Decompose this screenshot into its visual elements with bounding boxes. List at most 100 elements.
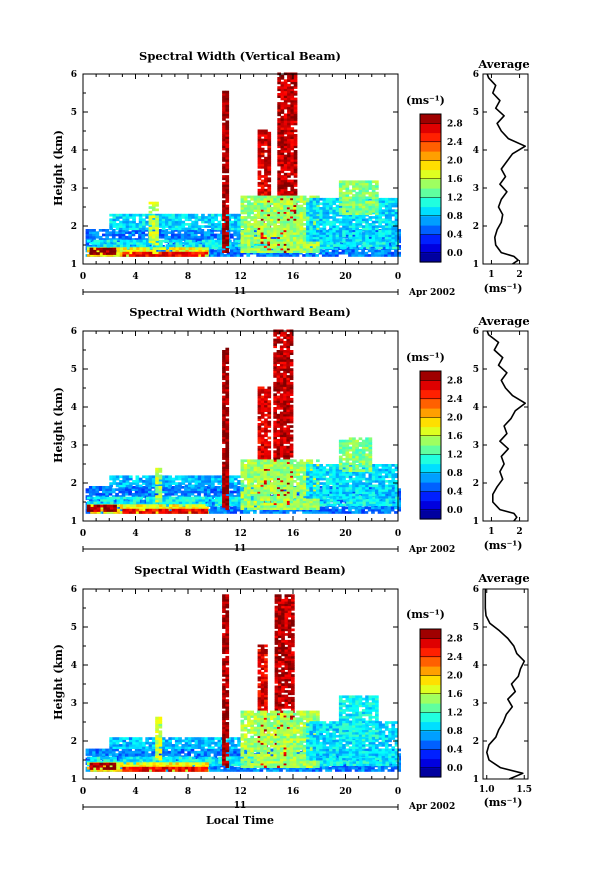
- heatmap-cell: [329, 204, 333, 208]
- heatmap-cell: [207, 231, 211, 234]
- heatmap-cell: [306, 213, 310, 217]
- heatmap-cell: [299, 250, 304, 253]
- heatmap-cell: [341, 508, 346, 512]
- heatmap-cell: [287, 111, 291, 114]
- heatmap-cell: [273, 238, 277, 242]
- heatmap-cell: [161, 218, 166, 222]
- heatmap-cell: [338, 508, 342, 512]
- heatmap-cell: [368, 218, 373, 222]
- heatmap-cell: [119, 220, 123, 224]
- heatmap-cell: [225, 223, 230, 226]
- heatmap-cell: [277, 102, 281, 105]
- heatmap-cell: [299, 209, 304, 212]
- heatmap-cell: [227, 220, 232, 224]
- heatmap-cell: [134, 488, 139, 491]
- heatmap-cell: [287, 140, 291, 144]
- heatmap-cell: [293, 159, 298, 162]
- heatmap-cell: [283, 115, 288, 119]
- heatmap-cell: [290, 99, 295, 103]
- heatmap-cell: [290, 179, 295, 183]
- heatmap-cell: [388, 202, 392, 206]
- heatmap-cell: [365, 244, 370, 247]
- heatmap-cell: [267, 145, 272, 149]
- heatmap-cell: [216, 238, 221, 241]
- heatmap-cell: [197, 227, 202, 231]
- heatmap-cell: [293, 200, 297, 203]
- heatmap-cell: [88, 233, 93, 237]
- heatmap-cell: [182, 247, 186, 250]
- heatmap-cell: [256, 213, 261, 217]
- heatmap-cell: [164, 238, 169, 241]
- heatmap-cell: [121, 231, 126, 234]
- heatmap-cell: [151, 218, 156, 222]
- heatmap-cell: [96, 501, 101, 504]
- heatmap-cell: [239, 488, 244, 491]
- heatmap-cell: [177, 495, 182, 498]
- heatmap-cell: [207, 235, 211, 239]
- heatmap-cell: [203, 238, 208, 241]
- heatmap-cell: [335, 249, 339, 253]
- heatmap-cell: [371, 200, 376, 204]
- heatmap-cell: [280, 175, 285, 178]
- heatmap-cell: [267, 156, 272, 160]
- heatmap-cell: [361, 238, 366, 242]
- heatmap-cell: [132, 499, 137, 502]
- heatmap-cell: [345, 205, 350, 209]
- heatmap-cell: [322, 238, 327, 242]
- heatmap-cell: [391, 204, 396, 208]
- heatmap-cell: [325, 209, 330, 212]
- heatmap-cell: [218, 242, 222, 245]
- heatmap-cell: [384, 254, 388, 257]
- heatmap-cell: [115, 223, 120, 226]
- heatmap-cell: [338, 200, 343, 203]
- heatmap-cell: [237, 218, 241, 222]
- heatmap-cell: [289, 248, 294, 251]
- heatmap-cell: [240, 245, 245, 249]
- heatmap-cell: [230, 495, 234, 498]
- heatmap-cell: [96, 242, 101, 245]
- heatmap-cell: [352, 207, 356, 211]
- heatmap-cell: [182, 249, 186, 253]
- heatmap-cell: [225, 156, 230, 160]
- heatmap-cell: [264, 181, 268, 185]
- heatmap-cell: [259, 254, 264, 257]
- heatmap-cell: [125, 499, 129, 503]
- heatmap-cell: [222, 234, 226, 238]
- heatmap-cell: [257, 152, 262, 155]
- heatmap-cell: [164, 495, 169, 498]
- heatmap-cell: [381, 218, 386, 222]
- heatmap-cell: [168, 225, 172, 228]
- heatmap-cell: [264, 129, 268, 133]
- heatmap-cell: [267, 248, 272, 251]
- heatmap-cell: [144, 229, 149, 232]
- heatmap-cell: [341, 251, 346, 255]
- heatmap-cell: [226, 508, 231, 512]
- heatmap-cell: [256, 223, 261, 226]
- heatmap-cell: [371, 194, 376, 197]
- heatmap-cell: [286, 202, 291, 206]
- heatmap-cell: [145, 220, 149, 224]
- heatmap-cell: [184, 231, 188, 234]
- heatmap-cell: [342, 227, 346, 231]
- heatmap-cell: [190, 231, 195, 234]
- heatmap-cell: [279, 254, 283, 257]
- heatmap-cell: [118, 231, 123, 234]
- heatmap-cell: [134, 492, 139, 496]
- heatmap-cell: [377, 249, 382, 253]
- heatmap-cell: [190, 235, 195, 239]
- heatmap-cell: [136, 247, 140, 250]
- heatmap-cell: [214, 225, 218, 228]
- heatmap-cell: [247, 195, 251, 199]
- heatmap-cell: [251, 246, 255, 250]
- heatmap-cell: [233, 225, 238, 228]
- heatmap-cell: [111, 235, 116, 239]
- heatmap-cell: [148, 201, 153, 205]
- heatmap-cell: [211, 216, 215, 219]
- heatmap-cell: [106, 247, 110, 251]
- heatmap-cell: [260, 134, 265, 137]
- heatmap-cell: [332, 209, 337, 212]
- heatmap-cell: [148, 492, 152, 496]
- heatmap-cell: [306, 197, 310, 201]
- heatmap-cell: [180, 229, 185, 232]
- heatmap-cell: [332, 211, 337, 215]
